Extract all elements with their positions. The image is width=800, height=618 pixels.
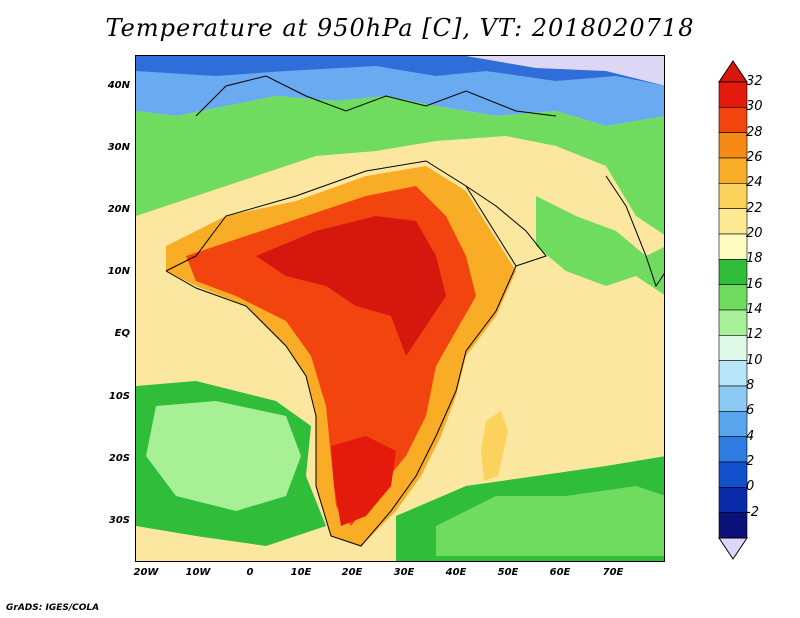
lon-tick-label: 60E	[549, 567, 571, 578]
lon-tick-label: 50E	[497, 567, 519, 578]
africa-core-zone	[256, 216, 446, 356]
lon-tick-label: 10W	[185, 567, 211, 578]
lat-tick-label: 20N	[107, 204, 130, 215]
india-coastline	[605, 175, 664, 288]
lon-tick-label: 10E	[290, 567, 312, 578]
colorbar-top-arrow	[718, 60, 748, 83]
lon-tick-label: 70E	[602, 567, 624, 578]
colorbar-level-label: 6	[746, 403, 755, 419]
colorbar	[718, 60, 748, 560]
colorbar-segment	[718, 411, 748, 437]
europe-coastline	[195, 75, 557, 117]
colorbar-level-label: 26	[746, 150, 763, 165]
lon-tick-label: 0	[246, 567, 254, 578]
arctic-zone	[466, 56, 664, 86]
lat-tick-label: 30S	[108, 515, 130, 526]
colorbar-level-label: 2	[746, 454, 755, 469]
colorbar-segment	[718, 132, 748, 159]
colorbar-level-label: 28	[746, 124, 763, 140]
colorbar-segment	[718, 284, 748, 311]
colorbar-level-label: 14	[746, 302, 763, 317]
colorbar-segment	[718, 183, 748, 209]
lat-tick-label: 40N	[107, 80, 130, 91]
arabia-coastline	[465, 185, 547, 267]
lat-tick-label: 10S	[108, 391, 130, 402]
colorbar-level-label: 12	[746, 327, 763, 343]
colorbar-segment	[718, 259, 748, 285]
colorbar-level-label: 16	[746, 276, 763, 292]
colorbar-segment	[718, 157, 748, 184]
colorbar-bottom-arrow	[718, 537, 748, 560]
lon-tick-label: 30E	[393, 567, 415, 578]
colorbar-segment	[718, 512, 748, 539]
arabia-india-green	[536, 196, 664, 295]
lat-tick-label: 10N	[107, 266, 130, 277]
colorbar-level-label: 24	[746, 175, 763, 191]
colorbar-level-label: 22	[746, 200, 763, 216]
colorbar-segment	[718, 487, 748, 513]
lat-tick-label: 20S	[108, 453, 130, 464]
colorbar-level-label: 30	[746, 99, 763, 115]
colorbar-segment	[718, 436, 748, 463]
africa-coastline	[165, 160, 517, 547]
colorbar-segment	[718, 233, 748, 260]
colorbar-segment	[718, 208, 748, 235]
madagascar	[481, 411, 508, 481]
chart-title: Temperature at 950hPa [C], VT: 201802071…	[105, 14, 695, 42]
colorbar-segment	[718, 107, 748, 133]
colorbar-level-label: 8	[746, 378, 755, 393]
lon-tick-label: 40E	[445, 567, 467, 578]
north-green-zone	[136, 96, 664, 235]
south-indian-light	[436, 486, 664, 556]
colorbar-segment	[718, 385, 748, 412]
lon-tick-label: 20W	[133, 567, 159, 578]
credit-text: GrADS: IGES/COLA	[6, 603, 100, 613]
south-atlantic-light	[146, 401, 301, 511]
colorbar-segment	[718, 335, 748, 361]
colorbar-segment	[718, 309, 748, 336]
colorbar-level-label: 18	[746, 251, 763, 267]
lat-tick-label: 30N	[107, 142, 130, 153]
colorbar-level-label: 4	[746, 428, 755, 444]
lon-tick-label: 20E	[341, 567, 363, 578]
colorbar-level-label: -2	[746, 504, 759, 520]
colorbar-level-label: 20	[746, 226, 763, 241]
colorbar-segment	[718, 360, 748, 387]
lat-tick-label: EQ	[114, 328, 130, 339]
colorbar-level-label: 0	[746, 479, 755, 495]
southern-africa-core	[331, 436, 396, 526]
temperature-map	[135, 55, 665, 562]
colorbar-segment	[718, 461, 748, 488]
colorbar-segment	[718, 81, 748, 108]
colorbar-level-label: 10	[746, 352, 763, 368]
colorbar-level-label: 32	[746, 74, 763, 89]
